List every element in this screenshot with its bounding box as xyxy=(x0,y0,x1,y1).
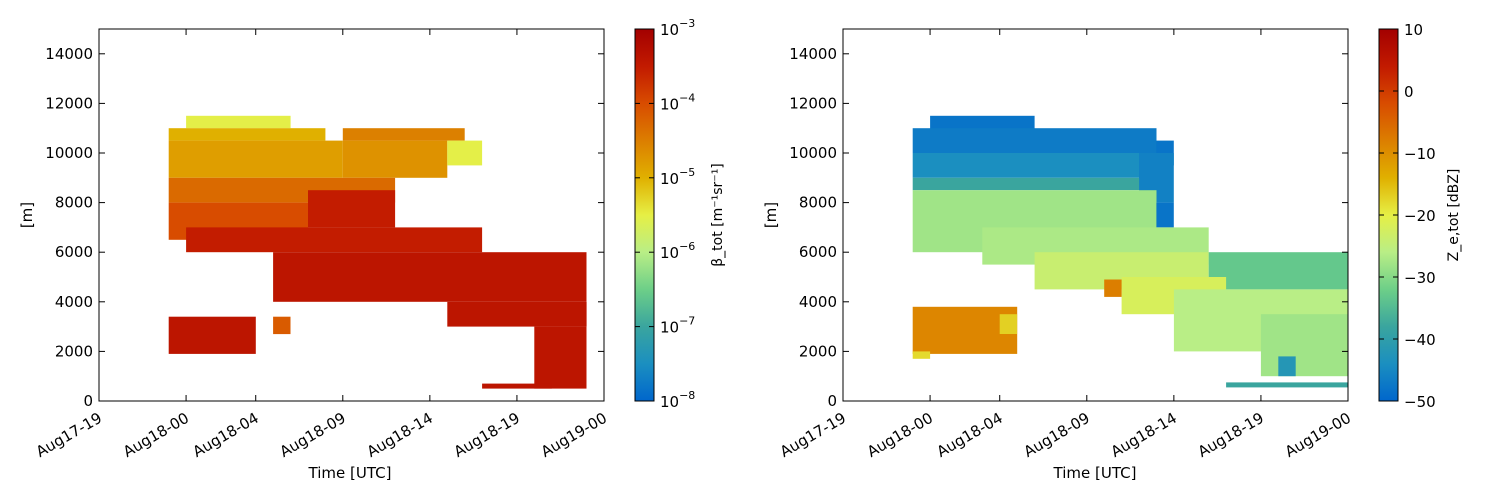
reflectivity-xtick-label-2: Aug18-04 xyxy=(934,409,1006,461)
reflectivity-cbar-tick-label-1: 0 xyxy=(1404,83,1414,101)
backscatter-ytick-label-6: 12000 xyxy=(45,94,93,112)
reflectivity-ytick-label-0: 0 xyxy=(827,392,837,410)
reflectivity-cell-10 xyxy=(1208,252,1348,290)
reflectivity-ytick-label-4: 8000 xyxy=(799,194,837,212)
backscatter-xtick-label-4: Aug18-14 xyxy=(364,409,436,461)
backscatter-ytick-label-1: 2000 xyxy=(55,342,93,360)
backscatter-ytick-label-2: 4000 xyxy=(55,293,93,311)
reflectivity-cbar-tick-label-5: −40 xyxy=(1404,331,1436,349)
backscatter-xtick-label-3: Aug18-09 xyxy=(277,409,349,461)
reflectivity-ytick-label-2: 4000 xyxy=(799,293,837,311)
plot-area-backscatter xyxy=(168,115,587,389)
backscatter-cell-14 xyxy=(168,316,256,354)
plot-area-reflectivity xyxy=(912,115,1348,388)
reflectivity-xtick-label-6: Aug19-00 xyxy=(1282,409,1354,461)
backscatter-cbar-tick-label-0: 10−8 xyxy=(660,389,695,411)
backscatter-xtick-label-5: Aug18-19 xyxy=(451,409,523,461)
reflectivity-cbar-tick-label-4: −30 xyxy=(1404,269,1436,287)
chart-backscatter: 0 2000 4000 6000 8000 10000 12000 14000 Aug17-19… xyxy=(18,17,726,482)
reflectivity-ytick-label-6: 12000 xyxy=(789,94,837,112)
reflectivity-cell-3 xyxy=(912,153,1140,178)
backscatter-cbar-tick-label-4: 10−4 xyxy=(660,91,695,113)
backscatter-cell-11 xyxy=(447,301,587,327)
x-axis-label-reflectivity: Time [UTC] xyxy=(1053,464,1137,482)
backscatter-ytick-label-4: 8000 xyxy=(55,194,93,212)
reflectivity-cell-13 xyxy=(1260,314,1348,377)
backscatter-cell-8 xyxy=(308,190,396,228)
reflectivity-cbar-tick-label-3: −20 xyxy=(1404,207,1436,225)
backscatter-cbar-tick-label-3: 10−5 xyxy=(660,166,695,188)
backscatter-xtick-label-2: Aug18-04 xyxy=(190,409,262,461)
reflectivity-xtick-label-5: Aug18-19 xyxy=(1195,409,1267,461)
backscatter-cbar-tick-label-2: 10−6 xyxy=(660,240,695,262)
backscatter-cell-12 xyxy=(534,326,587,389)
y-axis-label-backscatter: [m] xyxy=(18,202,36,228)
reflectivity-cbar-tick-label-6: −50 xyxy=(1404,393,1436,411)
reflectivity-ytick-label-3: 6000 xyxy=(799,243,837,261)
reflectivity-cell-5 xyxy=(912,177,1140,191)
colorbar-label-reflectivity: Z_e,tot [dBZ] xyxy=(1446,169,1462,262)
plot-frame-reflectivity xyxy=(842,28,1349,402)
backscatter-cell-9 xyxy=(186,227,483,253)
reflectivity-xtick-label-4: Aug18-14 xyxy=(1108,409,1180,461)
reflectivity-xtick-label-1: Aug18-00 xyxy=(864,409,936,461)
y-axis-label-reflectivity: [m] xyxy=(762,202,780,228)
reflectivity-xtick-label-0: Aug17-19 xyxy=(777,409,849,461)
backscatter-cell-15 xyxy=(273,316,291,335)
backscatter-ytick-label-7: 14000 xyxy=(45,45,93,63)
backscatter-cell-4 xyxy=(342,140,448,178)
reflectivity-xtick-label-3: Aug18-09 xyxy=(1021,409,1093,461)
backscatter-cell-1 xyxy=(168,128,326,141)
reflectivity-ytick-label-1: 2000 xyxy=(799,342,837,360)
backscatter-ytick-label-5: 10000 xyxy=(45,144,93,162)
backscatter-cell-13 xyxy=(482,383,552,389)
backscatter-cell-3 xyxy=(168,140,343,178)
backscatter-cell-2 xyxy=(342,128,465,141)
backscatter-xtick-label-1: Aug18-00 xyxy=(120,409,192,461)
backscatter-ytick-label-3: 6000 xyxy=(55,243,93,261)
backscatter-cbar-tick-label-5: 10−3 xyxy=(660,17,695,39)
reflectivity-ytick-label-7: 14000 xyxy=(789,45,837,63)
backscatter-cell-0 xyxy=(186,115,291,129)
reflectivity-cell-7 xyxy=(1156,202,1174,228)
backscatter-cbar-tick-label-1: 10−7 xyxy=(660,315,695,337)
reflectivity-cbar-tick-label-0: 10 xyxy=(1404,21,1423,39)
plot-frame-backscatter xyxy=(98,28,605,402)
reflectivity-cell-16 xyxy=(1104,279,1122,297)
reflectivity-cell-14 xyxy=(1278,356,1296,377)
backscatter-xtick-label-6: Aug19-00 xyxy=(538,409,610,461)
reflectivity-ytick-label-5: 10000 xyxy=(789,144,837,162)
colorbar-backscatter xyxy=(634,28,655,402)
backscatter-ytick-label-0: 0 xyxy=(83,392,93,410)
chart-reflectivity: 0 2000 4000 6000 8000 10000 12000 14000 Aug17-19… xyxy=(762,21,1462,482)
x-axis-label-backscatter: Time [UTC] xyxy=(308,464,392,482)
colorbar-ticks-reflectivity: 10 0 −10 −20 −30 −40 −50 xyxy=(1379,21,1436,411)
backscatter-cell-5 xyxy=(447,140,483,166)
reflectivity-cell-19 xyxy=(912,351,931,359)
reflectivity-cell-15 xyxy=(1226,382,1348,388)
backscatter-xtick-label-0: Aug17-19 xyxy=(33,409,105,461)
reflectivity-cell-1 xyxy=(912,128,1157,153)
reflectivity-cbar-tick-label-2: −10 xyxy=(1404,145,1436,163)
backscatter-cell-10 xyxy=(273,252,587,302)
reflectivity-cell-18 xyxy=(999,314,1018,334)
colorbar-label-backscatter: β_tot [m⁻¹sr⁻¹] xyxy=(710,163,726,267)
